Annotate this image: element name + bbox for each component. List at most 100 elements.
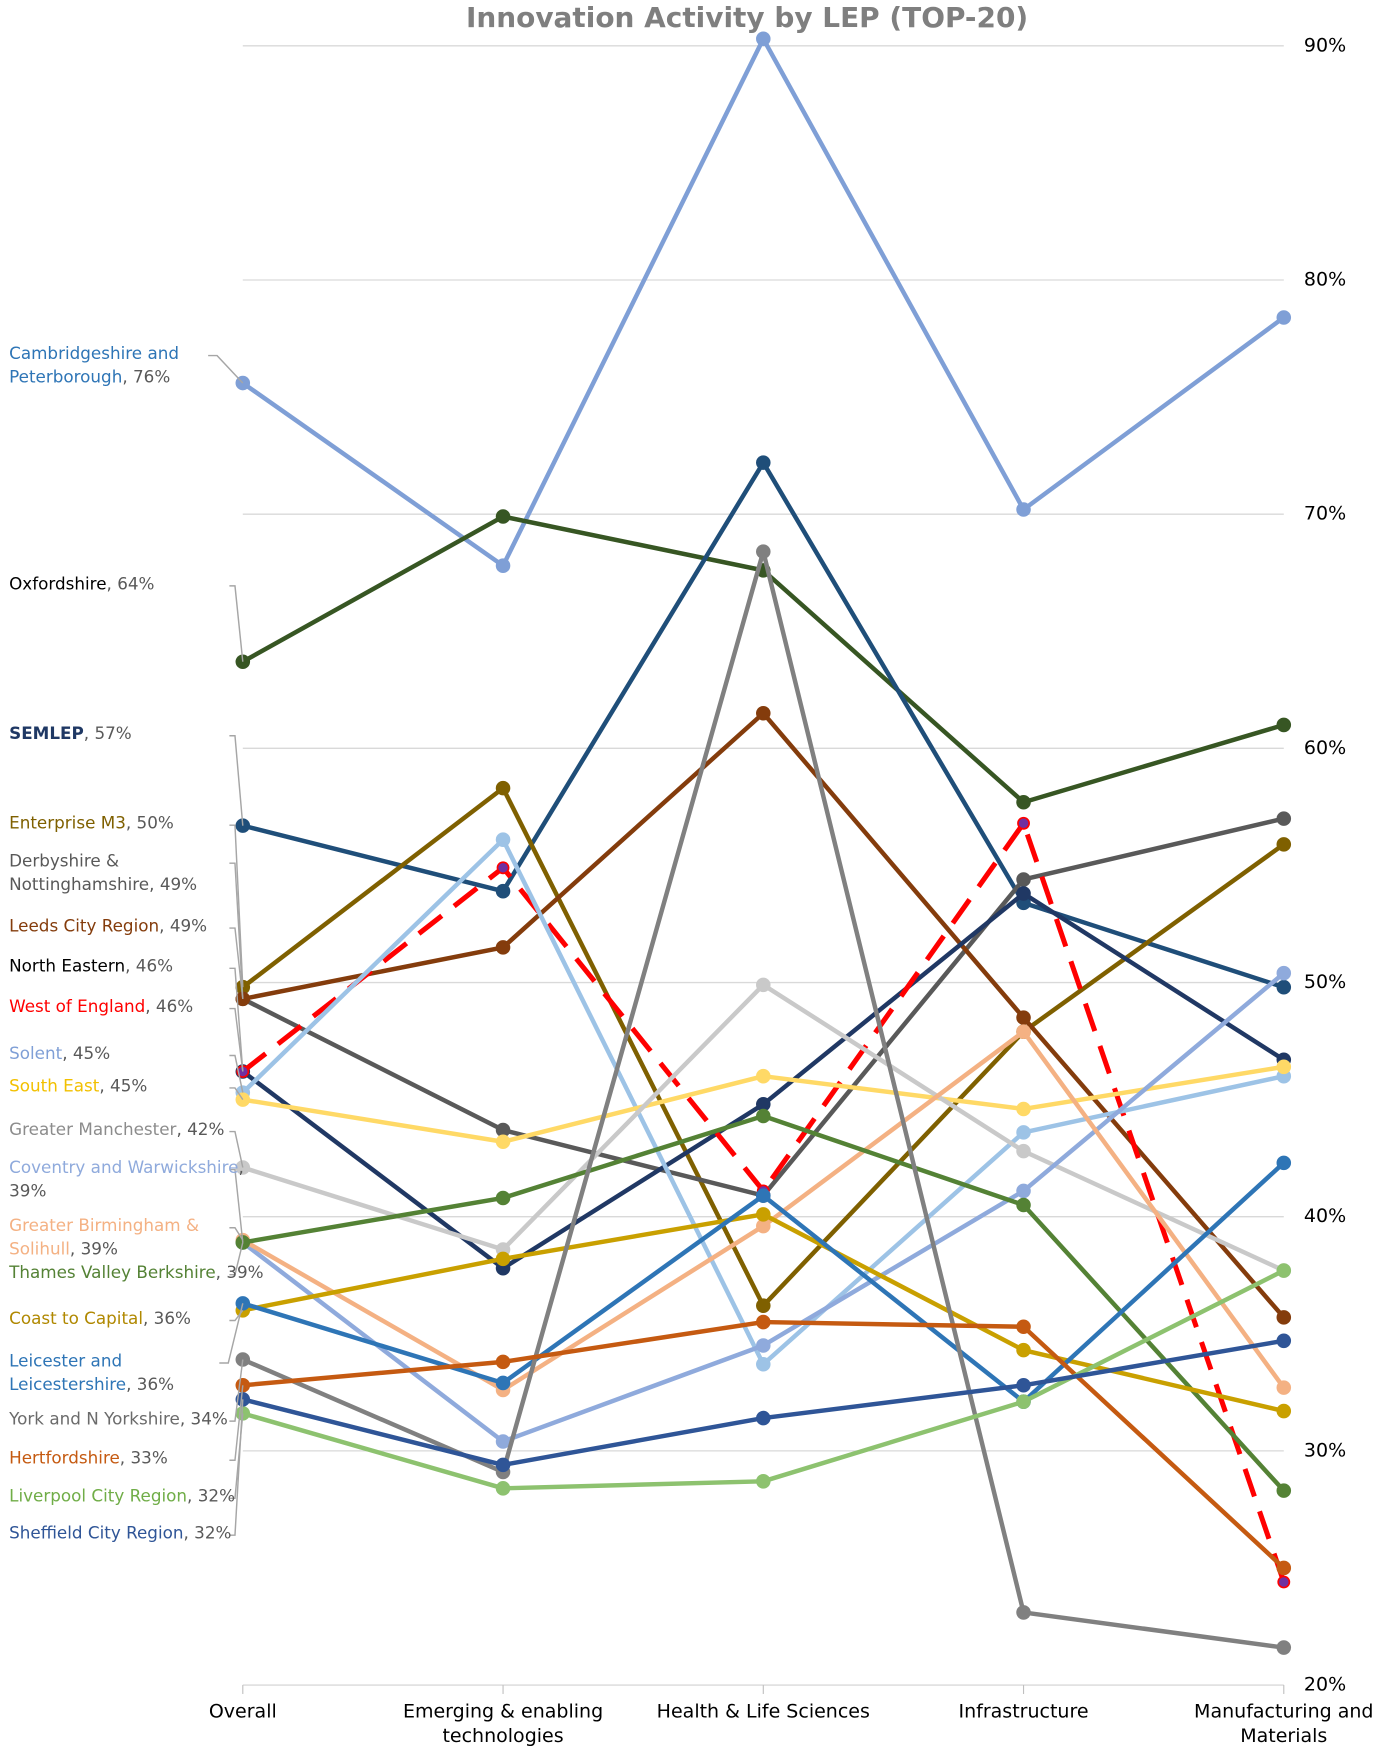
label-box: York and N Yorkshire34% [9, 1408, 266, 1431]
point [495, 1457, 511, 1473]
point [495, 1134, 511, 1150]
data-label: Leeds City Region49% [9, 915, 238, 938]
y-tick-label: 60% [1304, 737, 1346, 759]
value-label: 64% [107, 574, 155, 594]
value-label: 36% [143, 1308, 191, 1328]
label-box: West of England46% [9, 995, 233, 1018]
series-line [242, 460, 1285, 990]
point [756, 977, 771, 993]
label-box: Greater Manchester42% [9, 1118, 277, 1141]
point [756, 1097, 771, 1112]
data-label: Derbyshire & Nottinghamshire49% [9, 850, 233, 897]
x-label-box: Health & Life Sciences [656, 1700, 870, 1724]
point [1276, 1263, 1292, 1278]
data-label: North Eastern46% [9, 955, 233, 978]
data-label: SEMLEP57% [9, 722, 233, 745]
point [1016, 1101, 1031, 1117]
point [1276, 1155, 1292, 1171]
label-box: South East45% [9, 1075, 233, 1098]
value-label: 50% [126, 813, 174, 833]
data-label: Coast to Capital36% [9, 1307, 233, 1330]
point [1016, 1342, 1031, 1358]
y-tick-label: 40% [1304, 1205, 1346, 1227]
y-tick-label: 20% [1304, 1674, 1346, 1696]
label-box: Hertfordshire33% [9, 1448, 168, 1468]
value-label: 45% [62, 1043, 110, 1063]
point [756, 1338, 771, 1353]
series-name: West of England [9, 996, 146, 1017]
value-label: 32% [184, 1523, 232, 1543]
point [1276, 1483, 1292, 1498]
point [496, 861, 510, 875]
point [1276, 979, 1292, 995]
value-label: 49% [149, 874, 197, 894]
point [1277, 1575, 1291, 1589]
point [1016, 502, 1031, 517]
y-tick-label: 50% [1304, 971, 1346, 993]
point [495, 1375, 511, 1391]
leader-line [229, 927, 244, 999]
label-box: Leicester and Leicestershire36% [9, 1350, 210, 1397]
label-box: North Eastern46% [9, 955, 233, 978]
leader-line [229, 1054, 244, 1093]
x-tick-label: Emerging & enabling technologies [402, 1700, 604, 1748]
series-name: South East [9, 1075, 100, 1096]
data-label: Leicester and Leicestershire36% [9, 1350, 210, 1397]
x-tick-label: Infrastructure [958, 1700, 1089, 1724]
series-name: Coast to Capital [9, 1308, 143, 1329]
series-name: Cambridgeshire and Peterborough [9, 343, 180, 387]
value-label: 76% [122, 367, 170, 387]
point [756, 1108, 771, 1124]
series-name: Leeds City Region [9, 915, 160, 936]
y-tick-label: 30% [1304, 1439, 1346, 1461]
point [756, 705, 771, 721]
label-box: Cambridgeshire and Peterborough76% [9, 343, 180, 387]
label-box: Oxfordshire64% [9, 574, 155, 594]
data-label: Thames Valley Berkshire39% [9, 1261, 272, 1284]
series-name: Thames Valley Berkshire [9, 1262, 216, 1283]
point [1276, 717, 1292, 733]
point [1276, 1380, 1292, 1395]
series-name: Coventry and Warwickshire [9, 1157, 239, 1178]
point [495, 558, 511, 573]
point [1016, 1605, 1031, 1620]
label-box: Thames Valley Berkshire39% [9, 1261, 272, 1284]
point [1016, 872, 1031, 887]
leader-line [229, 824, 244, 988]
series-name: Greater Manchester [9, 1119, 177, 1140]
series-name: York and N Yorkshire [9, 1408, 180, 1429]
point [1276, 965, 1292, 981]
series-name: North Eastern [9, 956, 126, 977]
y-tick-label: 80% [1304, 269, 1346, 291]
label-box: Enterprise M350% [9, 812, 233, 835]
series-name: Solent [9, 1043, 63, 1064]
point [495, 509, 511, 524]
x-tick-label: Health & Life Sciences [656, 1700, 870, 1724]
point [495, 1190, 511, 1206]
point [756, 1410, 771, 1426]
leader-line [208, 354, 244, 384]
point [1276, 837, 1292, 852]
point [495, 1481, 511, 1496]
data-label: Enterprise M350% [9, 812, 233, 835]
label-box: SEMLEP57% [9, 722, 233, 745]
value-label: 34% [180, 1409, 228, 1429]
leader-line [219, 1303, 244, 1364]
point [1016, 1183, 1031, 1199]
series-name: Derbyshire & Nottinghamshire [9, 850, 150, 895]
x-label-box: Emerging & enabling technologies [402, 1700, 604, 1748]
point [1016, 1024, 1031, 1039]
series-name: SEMLEP [9, 723, 84, 744]
leader-line [229, 1385, 244, 1462]
x-tick-label: Overall [208, 1700, 277, 1724]
point [756, 1188, 771, 1203]
point [1276, 811, 1292, 826]
series-name: Leicester and Leicestershire [9, 1350, 127, 1395]
value-label: 45% [99, 1076, 147, 1096]
data-label: South East45% [9, 1075, 233, 1098]
point [1276, 1560, 1292, 1576]
data-label: Greater Manchester42% [9, 1118, 277, 1141]
data-label: York and N Yorkshire34% [9, 1408, 266, 1431]
data-label: West of England46% [9, 995, 233, 1018]
point [495, 780, 511, 796]
